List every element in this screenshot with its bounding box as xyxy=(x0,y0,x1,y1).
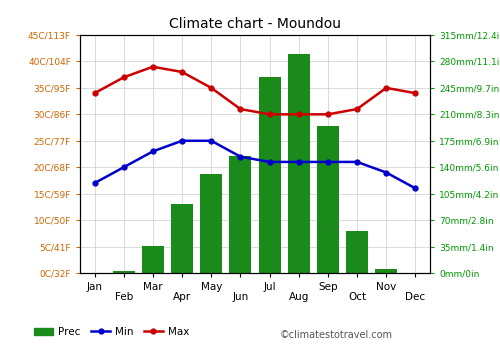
Title: Climate chart - Moundou: Climate chart - Moundou xyxy=(169,17,341,31)
Text: Feb: Feb xyxy=(114,292,133,302)
Text: Apr: Apr xyxy=(173,292,191,302)
Bar xyxy=(346,231,368,273)
Bar xyxy=(288,54,310,273)
Bar xyxy=(200,174,222,273)
Text: Dec: Dec xyxy=(406,292,425,302)
Legend: Prec, Min, Max: Prec, Min, Max xyxy=(30,323,194,341)
Text: Oct: Oct xyxy=(348,292,366,302)
Bar xyxy=(142,246,164,273)
Bar xyxy=(171,204,193,273)
Bar xyxy=(230,156,252,273)
Bar xyxy=(317,126,339,273)
Text: Aug: Aug xyxy=(288,292,309,302)
Bar xyxy=(376,269,397,273)
Bar xyxy=(113,271,134,273)
Text: ©climatestotravel.com: ©climatestotravel.com xyxy=(280,329,393,340)
Bar xyxy=(258,77,280,273)
Text: Jun: Jun xyxy=(232,292,248,302)
